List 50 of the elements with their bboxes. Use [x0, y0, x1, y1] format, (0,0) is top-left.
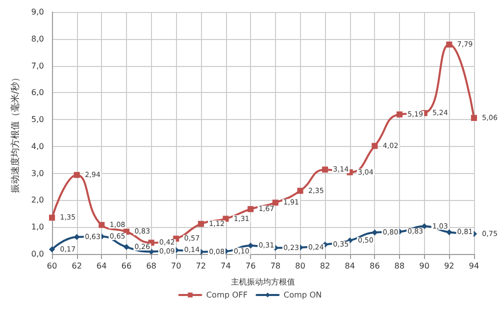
x-tick-label: 70: [171, 262, 182, 270]
y-tick-label: 0,0: [31, 250, 44, 258]
x-tick-label: 90: [419, 262, 430, 270]
y-axis-title: 振动速度均方根值（毫米/秒）: [10, 72, 21, 194]
point: [98, 222, 105, 228]
point: [248, 206, 254, 212]
point: [471, 114, 477, 121]
point: [49, 246, 55, 252]
point: [297, 188, 304, 194]
x-tick-label: 68: [146, 262, 156, 270]
x-tick-label: 76: [245, 262, 256, 270]
point: [372, 142, 378, 149]
legend-label: Comp ON: [284, 290, 322, 300]
x-tick-label: 94: [468, 262, 480, 270]
x-tick-label: 80: [295, 262, 306, 270]
y-tick-label: 2,0: [31, 196, 44, 205]
y-tick-label: 8,0: [31, 34, 44, 44]
x-tick-label: 92: [444, 262, 454, 270]
point: [222, 216, 229, 222]
x-tick-label: 64: [96, 262, 107, 270]
x-tick-label: 78: [270, 262, 281, 270]
x-tick-label: 82: [320, 262, 330, 270]
x-tick-label: 84: [344, 262, 355, 270]
x-tick-label: 60: [46, 262, 58, 270]
x-tick-label: 66: [121, 262, 132, 270]
y-tick-label: 9,0: [31, 8, 44, 16]
y-tick-label: 7,0: [31, 61, 44, 70]
x-tick-label: 62: [72, 262, 82, 270]
point: [123, 228, 130, 235]
x-tick-label: 88: [394, 262, 405, 270]
point: [198, 220, 204, 227]
y-tick-label: 3,0: [31, 168, 44, 178]
point: [372, 229, 378, 236]
point: [396, 111, 403, 118]
x-tick-label: 74: [220, 262, 231, 270]
y-tick-label: 6,0: [31, 88, 44, 98]
y-tick-label: 5,0: [31, 115, 44, 124]
point: [123, 244, 130, 250]
point: [446, 42, 452, 48]
point: [74, 172, 80, 178]
x-axis-title: 主机振动均方根值: [231, 278, 295, 286]
x-tick-label: 72: [196, 262, 206, 270]
y-tick-label: 1,0: [31, 222, 44, 232]
y-tick-label: 4,0: [31, 142, 44, 151]
legend-label: Comp OFF: [206, 290, 248, 300]
x-tick-label: 86: [370, 262, 380, 270]
point: [74, 234, 80, 240]
point: [322, 166, 328, 173]
point: [272, 200, 278, 206]
point: [49, 214, 55, 221]
